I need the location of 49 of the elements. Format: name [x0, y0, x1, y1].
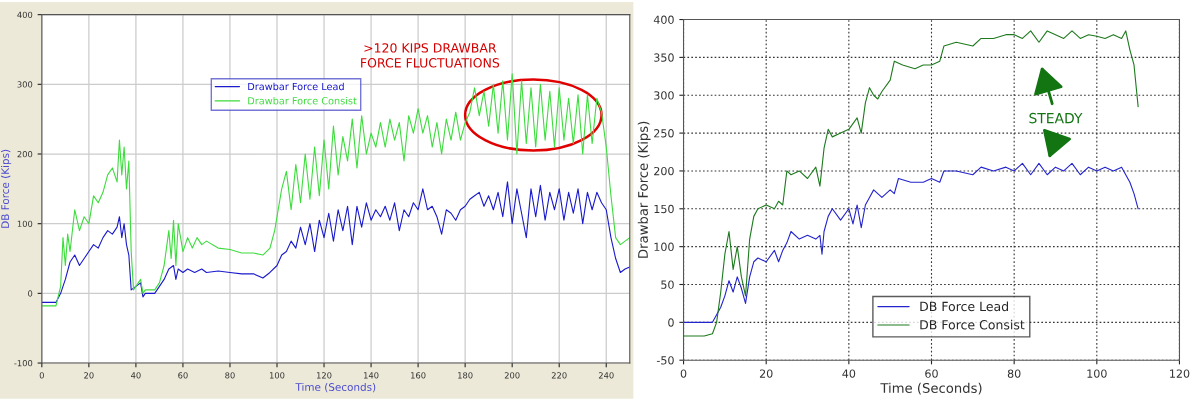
legend-label: DB Force Lead	[920, 301, 1008, 312]
x-tick-label: 140	[364, 372, 379, 379]
annotation: STEADY	[1029, 112, 1083, 124]
legend-label: DB Force Consist	[920, 319, 1025, 330]
legend-label: Drawbar Force Consist	[248, 96, 357, 105]
x-tick-label: 20	[84, 372, 94, 379]
y-tick-label: -50	[656, 356, 674, 365]
y-tick-label: 300	[654, 91, 674, 100]
y-tick-label: 100	[17, 220, 33, 227]
x-tick-label: 0	[680, 369, 687, 378]
y-tick-label: -100	[14, 360, 33, 367]
x-tick-label: 80	[1007, 369, 1021, 378]
x-axis-title: Time (Seconds)	[295, 382, 376, 393]
y-tick-label: 400	[17, 11, 33, 18]
x-axis-title: Time (Seconds)	[880, 382, 982, 395]
x-tick-label: 200	[504, 372, 520, 379]
annotation: >120 KIPS DRAWBAR FORCE FLUCTUATIONS	[361, 43, 500, 68]
x-tick-label: 60	[925, 369, 938, 378]
x-tick-label: 240	[598, 372, 614, 379]
y-tick-label: 200	[17, 150, 33, 158]
line-series	[41, 181, 630, 303]
y-tick-label: 0	[28, 290, 33, 297]
y-tick-label: 100	[654, 242, 674, 252]
y-tick-label: 50	[661, 280, 674, 289]
x-tick-label: 40	[842, 369, 856, 378]
x-tick-label: 60	[178, 372, 188, 379]
x-tick-label: 160	[411, 372, 426, 379]
x-tick-label: 180	[458, 372, 473, 379]
line-series	[683, 30, 1139, 337]
x-tick-label: 40	[131, 372, 141, 379]
x-tick-label: 120	[1170, 369, 1190, 378]
x-tick-label: 100	[269, 372, 285, 379]
y-tick-label: 0	[668, 318, 674, 327]
x-tick-label: 120	[317, 372, 332, 379]
x-tick-label: 100	[1087, 369, 1107, 378]
x-tick-label: 0	[39, 372, 44, 379]
y-axis-title: DB Force (Kips)	[1, 149, 12, 228]
legend-label: Drawbar Force Lead	[248, 82, 344, 91]
x-tick-label: 20	[759, 369, 773, 378]
y-tick-label: 200	[654, 166, 674, 176]
x-tick-label: 220	[551, 372, 567, 379]
y-tick-label: 400	[653, 15, 674, 24]
y-tick-label: 150	[654, 204, 674, 214]
y-tick-label: 350	[654, 53, 674, 62]
y-tick-label: 300	[17, 81, 33, 88]
y-tick-label: 250	[654, 129, 674, 138]
line-series	[41, 73, 630, 307]
x-tick-label: 80	[225, 372, 235, 379]
y-axis-title: Drawbar Force (Kips)	[637, 121, 651, 258]
